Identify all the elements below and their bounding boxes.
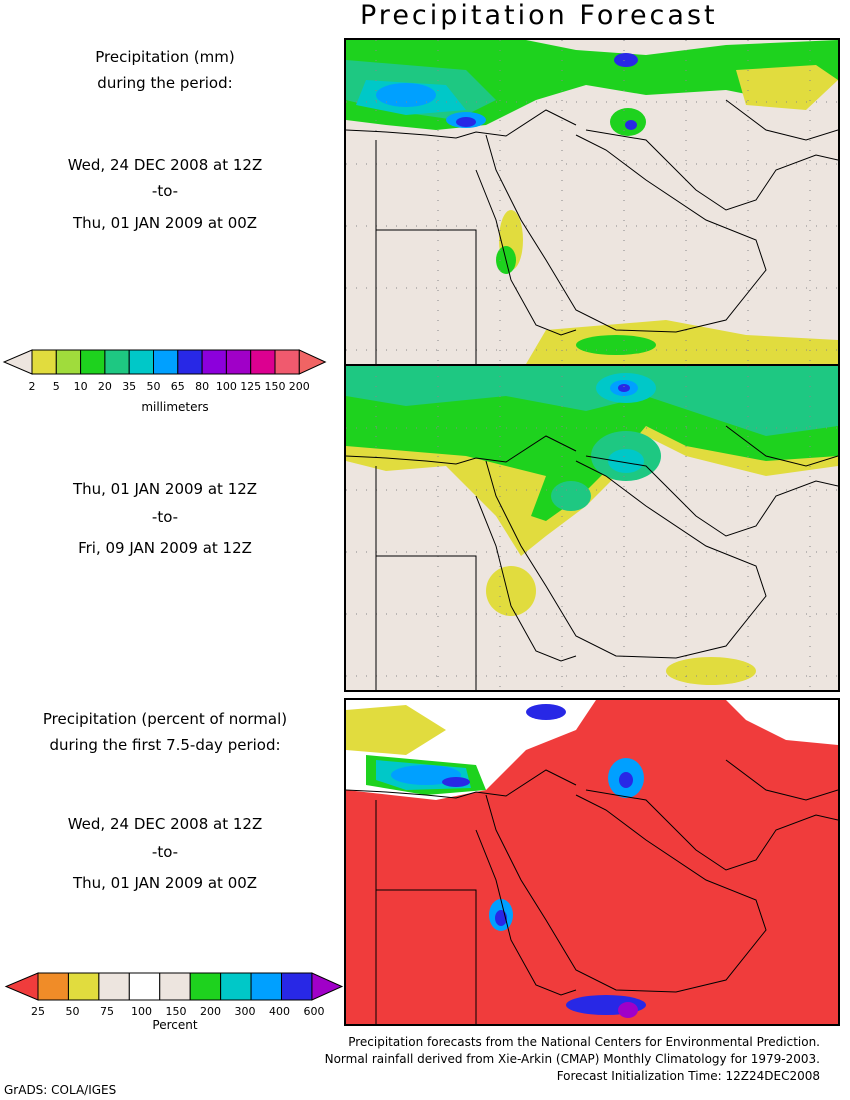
mm-swatch — [177, 349, 203, 375]
panel2-start-date: Thu, 01 JAN 2009 at 12Z — [72, 480, 258, 498]
pct-swatch — [159, 972, 191, 1001]
mm-tick-label: 35 — [122, 380, 136, 393]
pct-tick-label: 600 — [304, 1005, 325, 1018]
mm-swatch — [104, 349, 130, 375]
pct-swatch — [37, 972, 69, 1001]
mm-swatch — [31, 349, 57, 375]
pct-tick-label: 50 — [66, 1005, 80, 1018]
pct-swatch — [281, 972, 313, 1001]
pct-tick-label: 75 — [100, 1005, 114, 1018]
pct-swatch — [67, 972, 100, 1001]
mm-swatch — [201, 349, 227, 375]
mm-tick-label: 200 — [289, 380, 310, 393]
panel3-heading-line1: Precipitation (percent of normal) — [42, 710, 288, 728]
mm-colorbar-labels: 2 5 10 20 35 50 65 80 100 125 150 200 — [29, 380, 310, 393]
pct-over-triangle — [311, 972, 344, 1001]
pct-tick-label: 150 — [166, 1005, 187, 1018]
map-panel-1 — [344, 38, 840, 366]
mm-tick-label: 125 — [240, 380, 261, 393]
panel3-to: -to- — [151, 843, 179, 861]
panel2-end-date: Fri, 09 JAN 2009 at 12Z — [78, 539, 252, 557]
mm-swatch — [128, 349, 154, 375]
pct-swatch — [128, 972, 161, 1001]
mm-tick-label: 100 — [216, 380, 237, 393]
mm-swatch — [225, 349, 252, 375]
panel1-end-date: Thu, 01 JAN 2009 at 00Z — [72, 214, 258, 232]
pct-tick-label: 25 — [31, 1005, 45, 1018]
pct-under-triangle — [4, 972, 39, 1001]
pct-swatch — [189, 972, 222, 1001]
percent-colorbar: 25 50 75 100 150 200 300 400 600 — [4, 972, 344, 1018]
mm-colorbar: 2 5 10 20 35 50 65 80 100 125 150 200 — [2, 349, 327, 393]
mm-tick-label: 50 — [147, 380, 161, 393]
mm-swatch — [55, 349, 82, 375]
pct-tick-label: 100 — [131, 1005, 152, 1018]
map-2-drawing — [346, 366, 838, 690]
mm-colorbar-swatches — [2, 349, 327, 375]
mm-tick-label: 2 — [29, 380, 36, 393]
pct-tick-label: 200 — [200, 1005, 221, 1018]
percent-legend-unit: Percent — [152, 1018, 198, 1032]
panel1-to: -to- — [151, 182, 179, 200]
mm-legend-unit: millimeters — [141, 400, 209, 414]
pct-swatch — [250, 972, 283, 1001]
mm-swatch — [274, 349, 300, 375]
panel3-end-date: Thu, 01 JAN 2009 at 00Z — [72, 874, 258, 892]
panel3-heading-line2: during the first 7.5-day period: — [49, 736, 281, 754]
mm-tick-label: 20 — [98, 380, 112, 393]
panel3-start-date: Wed, 24 DEC 2008 at 12Z — [67, 815, 263, 833]
panel2-to: -to- — [151, 508, 179, 526]
mm-tick-label: 80 — [195, 380, 209, 393]
mm-tick-label: 10 — [74, 380, 88, 393]
percent-colorbar-labels: 25 50 75 100 150 200 300 400 600 — [31, 1005, 325, 1018]
mm-over-triangle — [298, 349, 327, 375]
credits-line-3: Forecast Initialization Time: 12Z24DEC20… — [556, 1069, 820, 1083]
percent-colorbar-swatches — [4, 972, 344, 1001]
panel1-start-date: Wed, 24 DEC 2008 at 12Z — [67, 156, 263, 174]
mm-swatch — [250, 349, 276, 375]
panel1-heading-line1: Precipitation (mm) — [95, 48, 235, 66]
map-3-drawing — [346, 700, 838, 1024]
panel1-heading-line2: during the period: — [97, 74, 233, 92]
mm-under-triangle — [2, 349, 33, 375]
credits-line-1: Precipitation forecasts from the Nationa… — [348, 1035, 820, 1049]
pct-tick-label: 300 — [235, 1005, 256, 1018]
pct-tick-label: 400 — [269, 1005, 290, 1018]
map-panel-2 — [344, 364, 840, 692]
mm-swatch — [153, 349, 179, 375]
page-title: Precipitation Forecast — [360, 0, 718, 31]
mm-tick-label: 65 — [171, 380, 185, 393]
map-1-drawing — [346, 40, 838, 364]
mm-tick-label: 150 — [265, 380, 286, 393]
pct-swatch — [98, 972, 130, 1001]
mm-swatch — [80, 349, 106, 375]
credits-line-2: Normal rainfall derived from Xie-Arkin (… — [324, 1052, 820, 1066]
footer-grads: GrADS: COLA/IGES — [4, 1083, 117, 1097]
mm-tick-label: 5 — [53, 380, 60, 393]
pct-swatch — [220, 972, 252, 1001]
map-panel-3 — [344, 698, 840, 1026]
